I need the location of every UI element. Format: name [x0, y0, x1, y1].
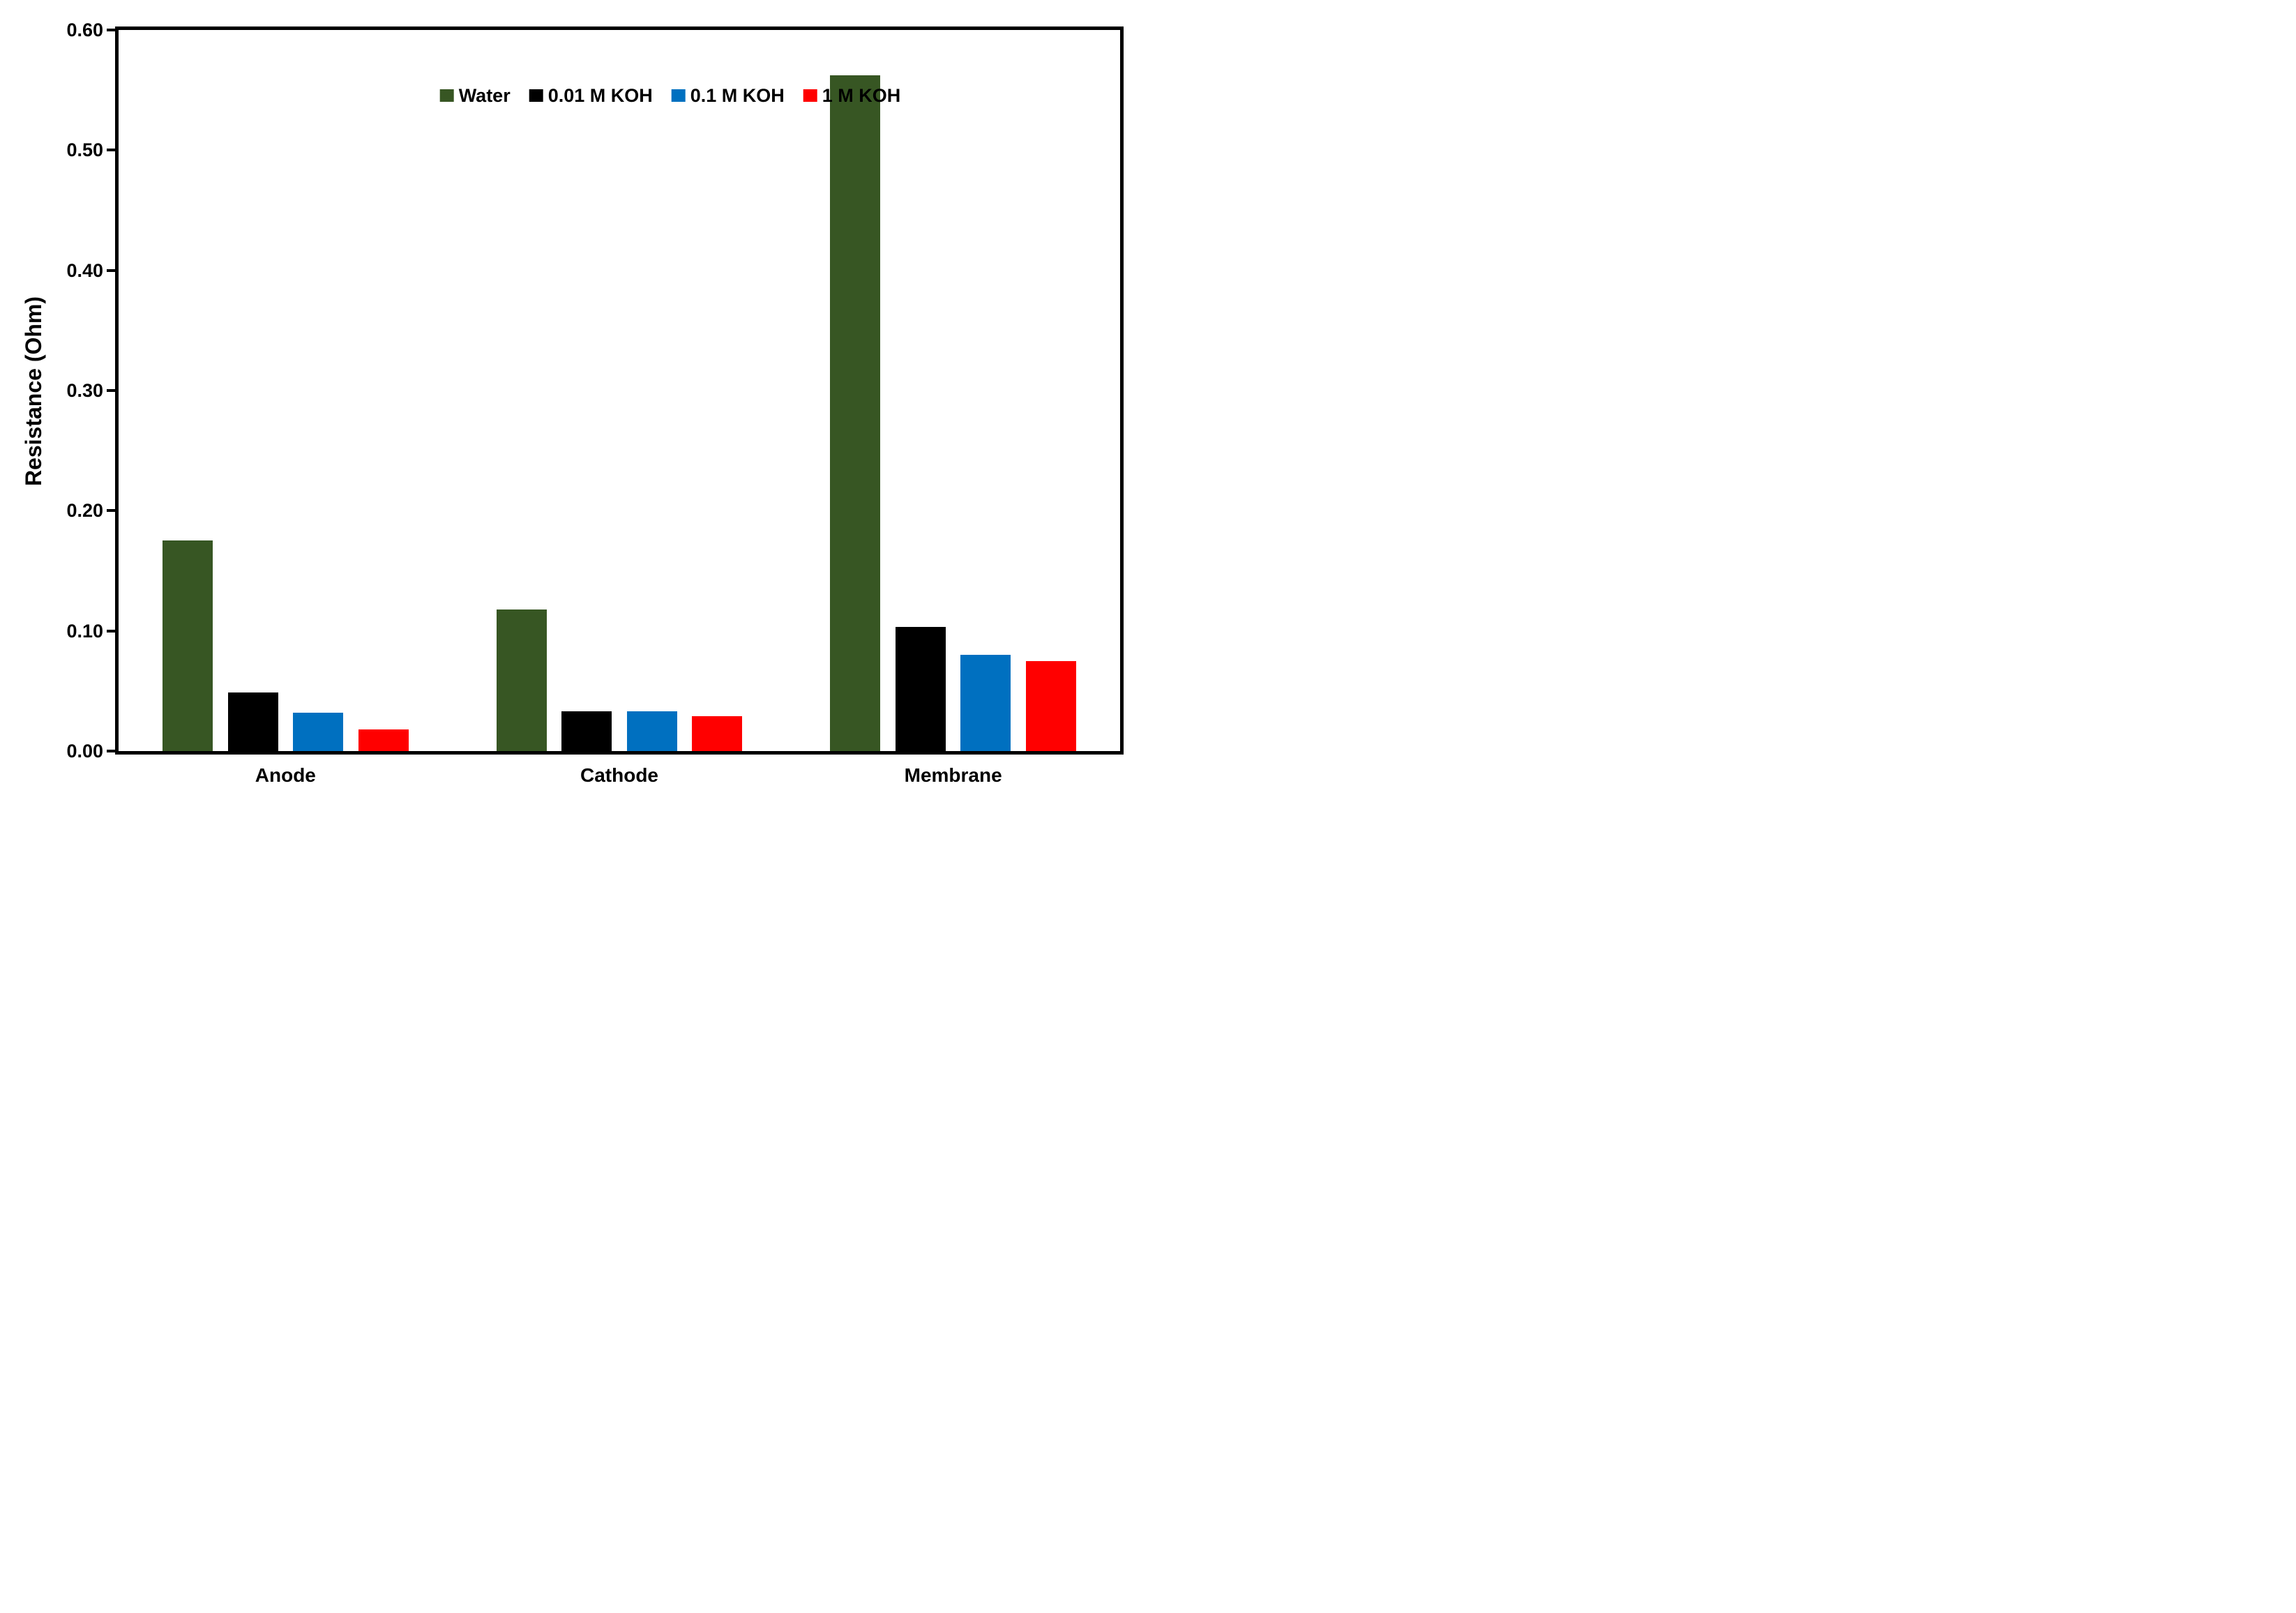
y-tick-0.10 — [107, 629, 116, 633]
legend-swatch-water — [439, 89, 454, 102]
y-tick-0.30 — [107, 389, 116, 392]
bar-membrane-water — [830, 75, 881, 751]
legend-item-0-01-m-koh: 0.01 M KOH — [529, 86, 653, 105]
legend-item-1-m-koh: 1 M KOH — [803, 85, 901, 106]
legend-swatch-0-01-m-koh — [529, 89, 543, 102]
x-label-cathode: Cathode — [580, 764, 658, 786]
y-tick-label-0.20: 0.20 — [66, 500, 103, 522]
bar-anode-water — [163, 540, 213, 751]
y-tick-0.60 — [107, 29, 116, 31]
bar-cathode-1-m-koh — [692, 716, 743, 751]
y-tick-label-0.10: 0.10 — [66, 620, 103, 642]
bars-layer — [119, 30, 1120, 751]
legend: Water 0.01 M KOH 0.1 M KOH 1 M KOH — [439, 85, 901, 106]
y-tick-label-0.00: 0.00 — [66, 741, 103, 762]
y-tick-0.40 — [107, 268, 116, 272]
y-tick-0.20 — [107, 509, 116, 513]
bar-chart: Resistance (Ohm) Water 0.01 M KOH 0.1 M KO… — [0, 0, 1148, 807]
x-label-anode: Anode — [255, 764, 316, 786]
bar-membrane-0-01-m-koh — [895, 627, 946, 751]
x-label-membrane: Membrane — [904, 764, 1002, 786]
plot-area: Water 0.01 M KOH 0.1 M KOH 1 M KOH — [115, 26, 1124, 755]
bar-anode-0-01-m-koh — [227, 692, 278, 751]
y-tick-label-0.30: 0.30 — [66, 380, 103, 401]
legend-label-0-01-m-koh: 0.01 M KOH — [547, 85, 653, 106]
legend-swatch-0-1-m-koh — [671, 89, 686, 102]
y-tick-label-0.60: 0.60 — [66, 20, 103, 40]
y-tick-label-0.50: 0.50 — [66, 139, 103, 161]
legend-label-water: Water — [458, 85, 511, 106]
legend-item-0-1-m-koh: 0.1 M KOH — [671, 85, 785, 106]
legend-label-0-1-m-koh: 0.1 M KOH — [690, 85, 785, 106]
y-tick-0.50 — [107, 149, 116, 152]
bar-anode-0-1-m-koh — [293, 712, 344, 751]
bar-membrane-0-1-m-koh — [960, 655, 1011, 751]
bar-cathode-water — [496, 609, 547, 751]
bar-cathode-0-1-m-koh — [626, 711, 677, 751]
bar-anode-1-m-koh — [358, 729, 409, 751]
legend-swatch-1-m-koh — [803, 89, 817, 102]
bar-cathode-0-01-m-koh — [561, 711, 612, 751]
legend-item-water: Water — [439, 85, 511, 106]
y-tick-0.00 — [107, 750, 116, 752]
y-tick-label-0.40: 0.40 — [66, 259, 103, 281]
bar-membrane-1-m-koh — [1025, 660, 1076, 751]
legend-label-1-m-koh: 1 M KOH — [822, 85, 901, 106]
